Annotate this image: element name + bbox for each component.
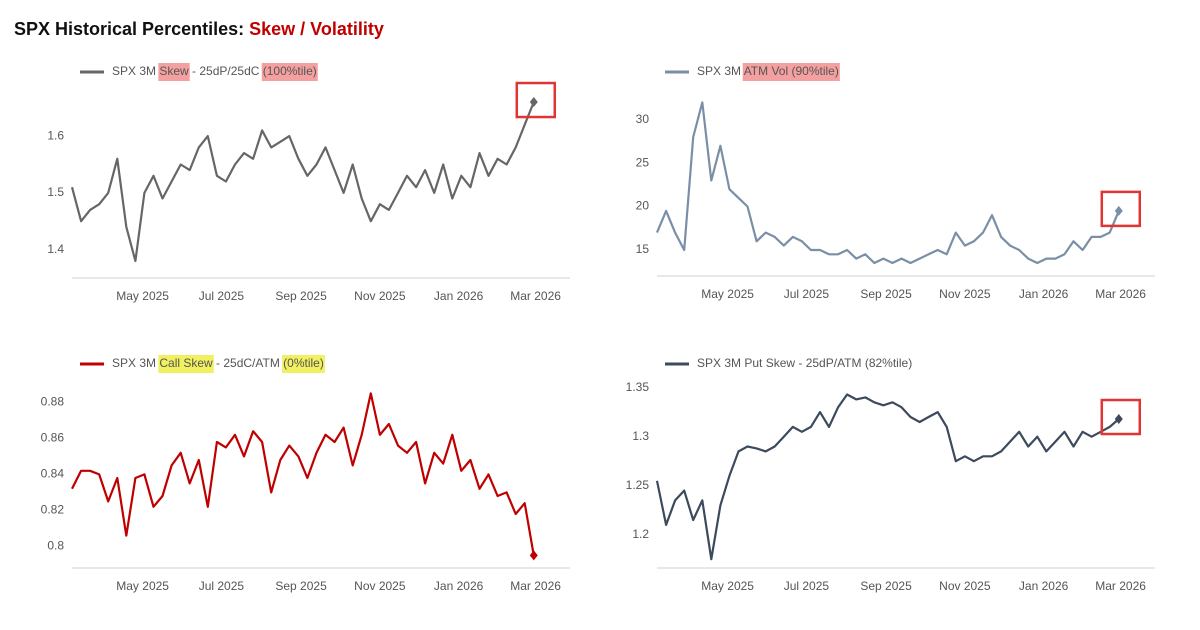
legend-label: SPX 3M Skew - 25dP/25dC (100%tile)	[112, 64, 317, 78]
y-tick-label: 20	[636, 199, 650, 213]
title-text: SPX Historical Percentiles:	[14, 19, 244, 39]
x-tick-label: Jan 2026	[1019, 287, 1069, 301]
x-tick-label: Mar 2026	[1095, 579, 1146, 593]
x-tick-label: Jul 2025	[784, 287, 830, 301]
y-tick-label: 1.25	[626, 478, 650, 492]
title-accent: Skew / Volatility	[249, 19, 384, 39]
series-line	[70, 101, 535, 263]
y-tick-label: 1.3	[632, 429, 649, 443]
series-line	[655, 101, 1120, 265]
x-tick-label: Jul 2025	[199, 579, 245, 593]
x-tick-label: Jan 2026	[434, 579, 484, 593]
x-tick-label: Sep 2025	[275, 579, 327, 593]
legend-highlight	[282, 355, 325, 373]
last-point-marker	[1114, 205, 1123, 216]
y-tick-label: 1.2	[632, 527, 649, 541]
legend-highlight	[261, 63, 318, 81]
x-tick-label: Nov 2025	[354, 579, 406, 593]
y-tick-label: 0.88	[41, 395, 65, 409]
x-tick-label: May 2025	[116, 579, 169, 593]
y-tick-label: 0.82	[41, 503, 65, 517]
last-point-marker	[529, 550, 538, 561]
last-point-box	[515, 81, 557, 119]
page-title: SPX Historical Percentiles: Skew / Volat…	[14, 19, 384, 39]
x-tick-label: Nov 2025	[939, 579, 991, 593]
y-tick-label: 30	[636, 112, 650, 126]
last-point-box	[1100, 190, 1142, 228]
x-tick-label: Sep 2025	[860, 579, 912, 593]
last-point-marker	[529, 97, 538, 108]
y-tick-label: 1.35	[626, 380, 650, 394]
x-tick-label: May 2025	[116, 289, 169, 303]
x-tick-label: Jan 2026	[1019, 579, 1069, 593]
y-tick-label: 25	[636, 155, 650, 169]
x-tick-label: May 2025	[701, 579, 754, 593]
y-tick-label: 1.5	[47, 185, 64, 199]
x-tick-label: Mar 2026	[510, 579, 561, 593]
y-tick-label: 0.84	[41, 467, 65, 481]
x-tick-label: Jul 2025	[199, 289, 245, 303]
last-point-box	[1100, 398, 1142, 436]
x-tick-label: Sep 2025	[860, 287, 912, 301]
x-tick-label: Sep 2025	[275, 289, 327, 303]
last-point-marker	[1114, 414, 1123, 425]
y-tick-label: 0.8	[47, 539, 64, 553]
x-tick-label: Nov 2025	[354, 289, 406, 303]
y-tick-label: 15	[636, 242, 650, 256]
legend-highlight	[742, 63, 840, 81]
legend-label: SPX 3M Call Skew - 25dC/ATM (0%tile)	[112, 356, 324, 370]
legend-label: SPX 3M ATM Vol (90%tile)	[697, 64, 839, 78]
y-tick-label: 0.86	[41, 431, 65, 445]
series-line	[655, 393, 1120, 561]
legend-highlight	[158, 355, 214, 373]
x-tick-label: Jul 2025	[784, 579, 830, 593]
x-tick-label: May 2025	[701, 287, 754, 301]
y-tick-label: 1.6	[47, 128, 64, 142]
x-tick-label: Mar 2026	[510, 289, 561, 303]
series-line	[71, 392, 535, 556]
legend-highlight	[158, 63, 190, 81]
y-tick-label: 1.4	[47, 242, 64, 256]
legend-label: SPX 3M Put Skew - 25dP/ATM (82%tile)	[697, 356, 912, 370]
x-tick-label: Mar 2026	[1095, 287, 1146, 301]
x-tick-label: Jan 2026	[434, 289, 484, 303]
x-tick-label: Nov 2025	[939, 287, 991, 301]
